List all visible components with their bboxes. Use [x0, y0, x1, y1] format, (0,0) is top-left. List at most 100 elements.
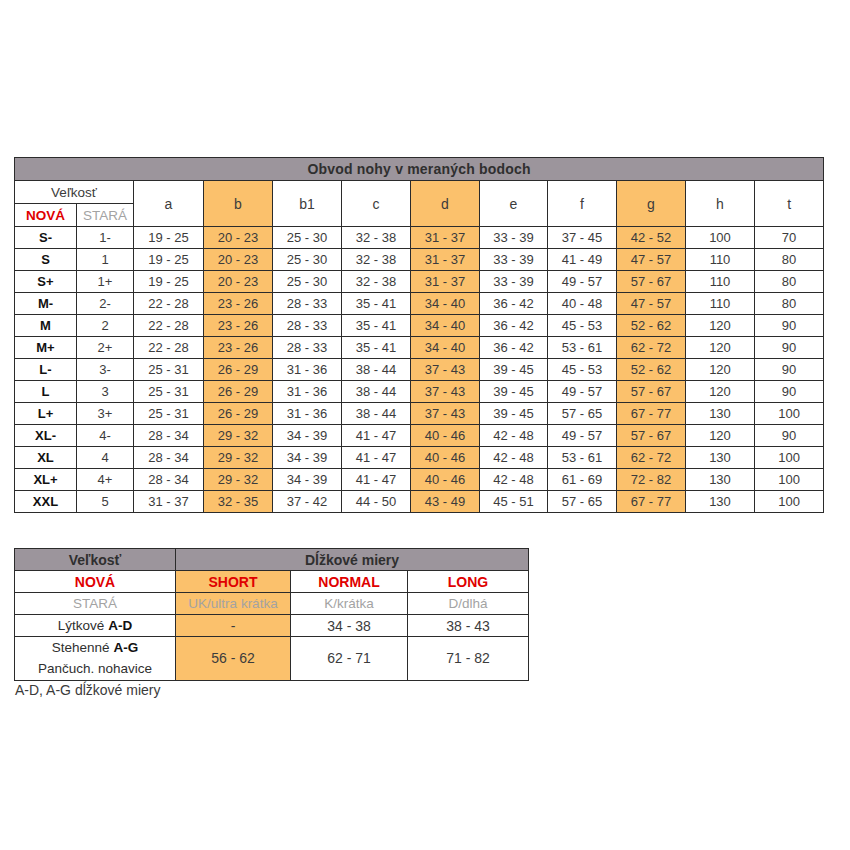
pantyhose-label-text: Pančuch. nohavice: [38, 661, 152, 676]
value-cell: 72 - 82: [617, 469, 686, 491]
table-row: M222 - 2823 - 2628 - 3335 - 4134 - 4036 …: [15, 315, 824, 337]
page: Obvod nohy v meraných bodoch Veľkosť a b…: [0, 0, 850, 850]
table-row: M+2+22 - 2823 - 2628 - 3335 - 4134 - 403…: [15, 337, 824, 359]
size-old-cell: 5: [77, 491, 134, 513]
value-cell: 57 - 67: [617, 271, 686, 293]
size-old-cell: 3: [77, 381, 134, 403]
value-cell: 49 - 57: [548, 425, 617, 447]
size-old-cell: 1-: [77, 227, 134, 249]
old-value-short: UK/ultra krátka: [176, 593, 291, 615]
value-cell: 40 - 46: [411, 469, 480, 491]
value-cell: 90: [755, 425, 824, 447]
value-cell: 25 - 31: [134, 381, 204, 403]
value-cell: 23 - 26: [204, 293, 273, 315]
value-cell: 100: [755, 491, 824, 513]
value-cell: 53 - 61: [548, 337, 617, 359]
value-cell: 28 - 34: [134, 469, 204, 491]
value-cell: 36 - 42: [480, 337, 548, 359]
value-cell: 34 - 38: [291, 615, 408, 637]
size-new-cell: M: [15, 315, 77, 337]
table-row: S+1+19 - 2520 - 2325 - 3032 - 3831 - 373…: [15, 271, 824, 293]
value-cell: 100: [755, 469, 824, 491]
table1-title-row: Obvod nohy v meraných bodoch: [15, 158, 824, 181]
value-cell: 100: [755, 403, 824, 425]
value-cell: 120: [686, 381, 755, 403]
value-cell: 40 - 46: [411, 425, 480, 447]
value-cell: 20 - 23: [204, 271, 273, 293]
value-cell: 23 - 26: [204, 315, 273, 337]
value-cell: 25 - 31: [134, 359, 204, 381]
value-cell: 80: [755, 271, 824, 293]
value-cell: 37 - 43: [411, 381, 480, 403]
value-cell: 53 - 61: [548, 447, 617, 469]
thigh-row-label: Stehenné A-G Pančuch. nohavice: [15, 637, 176, 681]
value-cell: 38 - 44: [342, 381, 411, 403]
value-cell: 22 - 28: [134, 315, 204, 337]
table-row: M-2-22 - 2823 - 2628 - 3335 - 4134 - 403…: [15, 293, 824, 315]
value-cell: 47 - 57: [617, 249, 686, 271]
value-cell: 120: [686, 315, 755, 337]
value-cell: 90: [755, 337, 824, 359]
column-header-e: e: [480, 181, 548, 227]
value-cell: 130: [686, 447, 755, 469]
table2-calf-row: Lýtkové A-D - 34 - 38 38 - 43: [15, 615, 529, 637]
length-measures-table: Veľkosť Dĺžkové miery NOVÁ SHORT NORMAL …: [14, 548, 529, 681]
value-cell: 35 - 41: [342, 293, 411, 315]
value-cell: 22 - 28: [134, 337, 204, 359]
value-cell: 28 - 34: [134, 425, 204, 447]
old-value-normal: K/krátka: [291, 593, 408, 615]
thigh-label-range: A-G: [113, 640, 138, 655]
size-new-cell: M+: [15, 337, 77, 359]
value-cell: 33 - 39: [480, 271, 548, 293]
table2-thigh-row: Stehenné A-G Pančuch. nohavice 56 - 62 6…: [15, 637, 529, 681]
value-cell: 57 - 65: [548, 491, 617, 513]
value-cell: 130: [686, 469, 755, 491]
value-cell: 23 - 26: [204, 337, 273, 359]
value-cell: 25 - 30: [273, 227, 342, 249]
value-cell: 52 - 62: [617, 315, 686, 337]
value-cell: 25 - 30: [273, 271, 342, 293]
value-cell: 36 - 42: [480, 293, 548, 315]
table-row: XL+4+28 - 3429 - 3234 - 3941 - 4740 - 46…: [15, 469, 824, 491]
value-cell: 57 - 67: [617, 425, 686, 447]
value-cell: 19 - 25: [134, 249, 204, 271]
value-cell: 100: [686, 227, 755, 249]
value-cell: 35 - 41: [342, 315, 411, 337]
value-cell: 32 - 38: [342, 227, 411, 249]
value-cell: 67 - 77: [617, 491, 686, 513]
table1-body: S-1-19 - 2520 - 2325 - 3032 - 3831 - 373…: [15, 227, 824, 513]
value-cell: 34 - 40: [411, 293, 480, 315]
value-cell: 90: [755, 381, 824, 403]
value-cell: 31 - 37: [411, 249, 480, 271]
value-cell: 45 - 53: [548, 315, 617, 337]
length-measures-note: A-D, A-G dĺžkové miery: [15, 682, 160, 698]
table-row: XL428 - 3429 - 3234 - 3941 - 4740 - 4642…: [15, 447, 824, 469]
value-cell: 25 - 30: [273, 249, 342, 271]
value-cell: 57 - 65: [548, 403, 617, 425]
table2-new-row: NOVÁ SHORT NORMAL LONG: [15, 571, 529, 593]
table-row: XXL531 - 3732 - 3537 - 4244 - 5043 - 494…: [15, 491, 824, 513]
table1-header-row-1: Veľkosť a b b1 c d e f g h t: [15, 181, 824, 204]
value-cell: 41 - 47: [342, 447, 411, 469]
value-cell: 19 - 25: [134, 271, 204, 293]
value-cell: 37 - 43: [411, 403, 480, 425]
value-cell: 62 - 71: [291, 637, 408, 681]
table2-title-row: Veľkosť Dĺžkové miery: [15, 549, 529, 571]
value-cell: 33 - 39: [480, 249, 548, 271]
value-cell: 26 - 29: [204, 381, 273, 403]
table-row: S119 - 2520 - 2325 - 3032 - 3831 - 3733 …: [15, 249, 824, 271]
table2-title: Dĺžkové miery: [176, 549, 529, 571]
table-row: S-1-19 - 2520 - 2325 - 3032 - 3831 - 373…: [15, 227, 824, 249]
size-old-cell: 2: [77, 315, 134, 337]
calf-row-label: Lýtkové A-D: [15, 615, 176, 637]
value-cell: 38 - 44: [342, 359, 411, 381]
size-new-cell: L-: [15, 359, 77, 381]
value-cell: 62 - 72: [617, 447, 686, 469]
size-old-cell: 1+: [77, 271, 134, 293]
value-cell: 28 - 33: [273, 337, 342, 359]
size-new-cell: XXL: [15, 491, 77, 513]
value-cell: 42 - 48: [480, 447, 548, 469]
column-header-long: LONG: [408, 571, 529, 593]
value-cell: 110: [686, 249, 755, 271]
value-cell: 110: [686, 271, 755, 293]
